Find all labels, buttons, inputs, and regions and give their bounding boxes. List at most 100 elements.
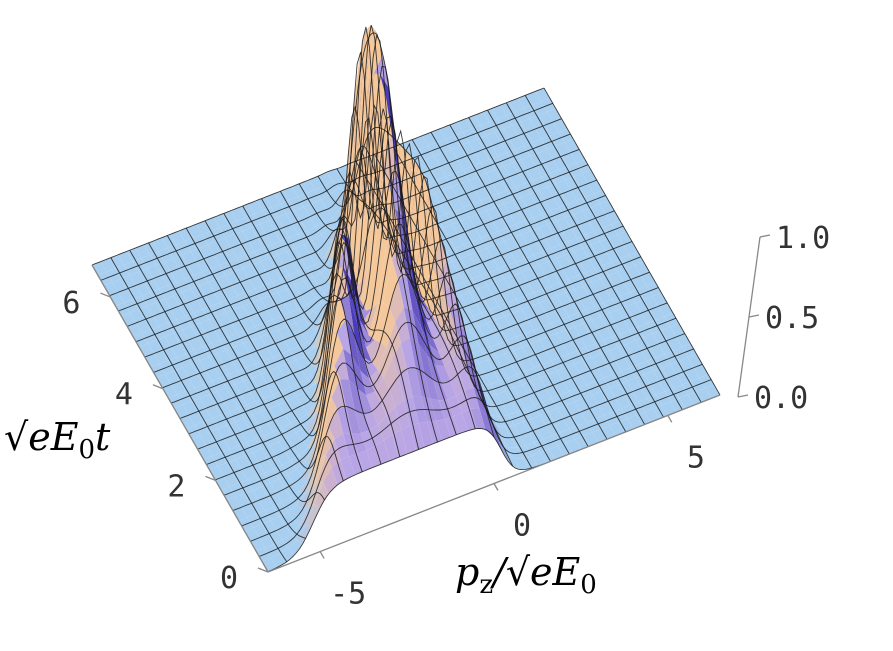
surface-facet (215, 439, 230, 453)
surface-facet (539, 299, 554, 313)
surface-facet (514, 422, 529, 436)
surface-facet (652, 292, 668, 307)
surface-facet (431, 128, 446, 143)
surface-facet (231, 244, 246, 259)
surface-facet (460, 142, 475, 157)
surface-facet (103, 282, 119, 296)
surface-facet (319, 366, 335, 432)
x-tick-label: 5 (687, 440, 705, 475)
surface-facet (276, 451, 291, 466)
surface-facet (496, 425, 512, 438)
surface-facet (191, 435, 207, 450)
surface-facet (580, 371, 596, 385)
surface-facet (360, 370, 375, 396)
surface-facet (266, 343, 282, 358)
surface-facet (174, 404, 189, 419)
surface-facet (357, 388, 373, 414)
surface-facet (608, 234, 624, 249)
surface-facet (234, 231, 249, 245)
surface-facet (235, 381, 250, 395)
surface-facet (649, 306, 665, 320)
surface-facet (409, 423, 425, 451)
surface-facet (170, 306, 186, 320)
surface-facet (503, 163, 519, 177)
surface-facet (422, 169, 438, 184)
surface-facet (287, 396, 302, 410)
surface-facet (165, 333, 180, 347)
surface-facet (676, 333, 691, 348)
surface-facet (650, 381, 665, 395)
surface-facet (331, 234, 346, 309)
surface-facet (693, 364, 709, 378)
surface-facet (508, 447, 523, 459)
surface-facet (504, 313, 520, 327)
surface-facet (599, 200, 615, 215)
surface-facet (510, 323, 526, 337)
surface-facet (199, 319, 215, 334)
surface-facet (326, 169, 342, 181)
surface-facet (632, 388, 648, 402)
surface-facet (416, 159, 432, 174)
surface-facet (501, 289, 517, 303)
surface-facet (521, 231, 537, 245)
surface-facet (491, 105, 507, 119)
surface-facet (469, 251, 484, 266)
mesh-line (505, 102, 683, 410)
surface-facet (475, 224, 490, 238)
surface-facet (182, 326, 197, 341)
surface-facet (240, 353, 256, 368)
surface-facet (526, 91, 542, 105)
surface-facet (153, 312, 168, 327)
z-tick (737, 394, 749, 398)
surface-facet (536, 275, 551, 290)
surface-facet (468, 139, 484, 153)
surface-facet (605, 210, 621, 225)
y-axis-label: √eE0t (4, 415, 111, 465)
surface-facet (566, 401, 581, 416)
surface-facet (487, 282, 502, 296)
mesh-line (298, 145, 476, 430)
surface-facet (377, 97, 392, 168)
surface-facet (627, 415, 642, 429)
mesh-line (374, 154, 551, 462)
surface-facet (328, 409, 344, 440)
surface-facet (457, 156, 472, 170)
surface-facet (496, 316, 511, 331)
surface-facet (304, 311, 319, 327)
surface-facet (249, 350, 264, 364)
surface-facet (431, 203, 446, 218)
surface-facet (252, 374, 267, 388)
surface-facet (118, 288, 133, 303)
surface-facet (451, 145, 466, 160)
surface-facet (278, 437, 294, 452)
surface-facet (252, 449, 268, 463)
surface-facet (241, 428, 256, 443)
surface-facet (580, 296, 595, 310)
surface-facet (623, 241, 638, 256)
surface-facet (434, 190, 449, 204)
surface-facet (556, 255, 572, 269)
surface-facet (309, 250, 325, 265)
surface-facet (484, 370, 500, 385)
surface-facet (231, 282, 247, 296)
surface-facet (495, 203, 510, 218)
surface-facet (312, 199, 327, 213)
surface-facet (266, 231, 281, 245)
surface-facet (349, 453, 364, 475)
surface-facet (371, 342, 387, 370)
x-axis-label: pz/√eE0 (455, 550, 597, 600)
surface-facet (162, 346, 177, 361)
surface-facet (521, 118, 536, 133)
surface-facet (448, 197, 464, 211)
surface-facet (331, 379, 346, 410)
surface-facet (473, 387, 489, 417)
surface-facet (562, 190, 577, 204)
surface-facet (112, 278, 127, 293)
surface-facet (483, 183, 499, 198)
surface-facet (375, 440, 390, 465)
surface-facet (536, 313, 552, 327)
surface-facet (676, 371, 691, 385)
surface-facet (557, 330, 572, 344)
surface-facet (641, 309, 656, 324)
surface-facet (205, 292, 220, 306)
